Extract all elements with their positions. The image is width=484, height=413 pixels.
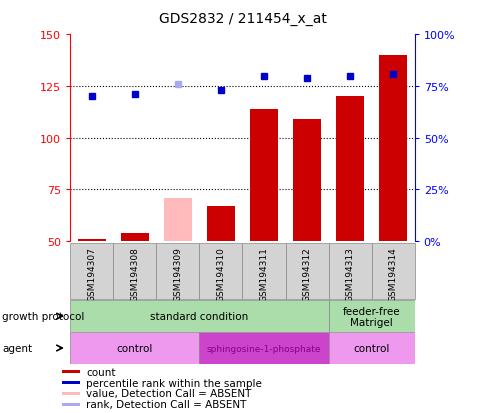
Text: growth protocol: growth protocol bbox=[2, 311, 85, 321]
Text: GSM194309: GSM194309 bbox=[173, 247, 182, 301]
Bar bbox=[70, 332, 199, 364]
Bar bbox=[328, 301, 414, 332]
Bar bbox=[156, 244, 199, 299]
Text: feeder-free
Matrigel: feeder-free Matrigel bbox=[342, 306, 400, 328]
Text: value, Detection Call = ABSENT: value, Detection Call = ABSENT bbox=[86, 389, 251, 399]
Bar bbox=[292, 120, 320, 242]
Bar bbox=[285, 244, 328, 299]
Text: sphingosine-1-phosphate: sphingosine-1-phosphate bbox=[206, 344, 320, 353]
Bar bbox=[328, 244, 371, 299]
Text: GSM194311: GSM194311 bbox=[259, 247, 268, 301]
Text: percentile rank within the sample: percentile rank within the sample bbox=[86, 377, 261, 387]
Text: standard condition: standard condition bbox=[150, 311, 248, 322]
Bar bbox=[62, 370, 79, 373]
Text: GSM194308: GSM194308 bbox=[130, 247, 139, 301]
Bar bbox=[207, 206, 234, 242]
Text: GSM194312: GSM194312 bbox=[302, 247, 311, 301]
Bar bbox=[371, 244, 414, 299]
Bar bbox=[199, 244, 242, 299]
Text: GSM194314: GSM194314 bbox=[388, 247, 397, 301]
Bar bbox=[335, 97, 363, 242]
Bar bbox=[199, 332, 328, 364]
Text: GSM194313: GSM194313 bbox=[345, 247, 354, 301]
Text: agent: agent bbox=[2, 343, 32, 353]
Bar bbox=[164, 198, 192, 242]
Bar bbox=[70, 301, 328, 332]
Bar bbox=[62, 403, 79, 406]
Bar bbox=[113, 244, 156, 299]
Bar bbox=[250, 109, 277, 242]
Bar bbox=[78, 240, 106, 242]
Text: GSM194307: GSM194307 bbox=[87, 247, 96, 301]
Text: control: control bbox=[353, 343, 389, 354]
Bar bbox=[242, 244, 285, 299]
Bar bbox=[328, 332, 414, 364]
Text: rank, Detection Call = ABSENT: rank, Detection Call = ABSENT bbox=[86, 399, 246, 409]
Bar bbox=[378, 56, 406, 242]
Text: count: count bbox=[86, 367, 115, 377]
Bar bbox=[62, 392, 79, 395]
Bar bbox=[62, 381, 79, 384]
Text: GSM194310: GSM194310 bbox=[216, 247, 225, 301]
Bar bbox=[70, 244, 113, 299]
Text: control: control bbox=[117, 343, 153, 354]
Text: GDS2832 / 211454_x_at: GDS2832 / 211454_x_at bbox=[158, 12, 326, 26]
Bar bbox=[121, 233, 149, 242]
